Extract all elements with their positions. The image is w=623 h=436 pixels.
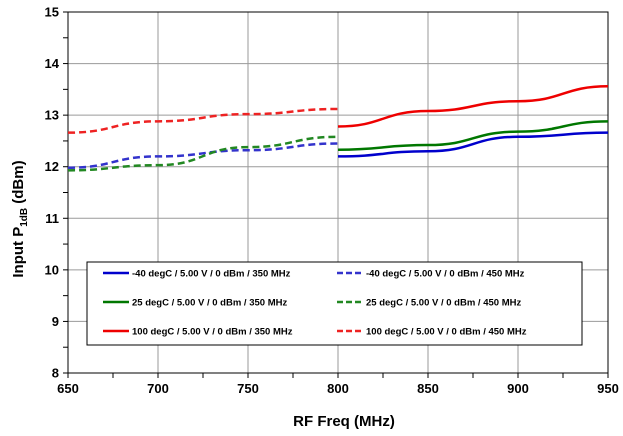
y-axis-label-tail: (dBm) xyxy=(10,160,27,208)
legend-label-2: -40 degC / 5.00 V / 0 dBm / 450 MHz xyxy=(366,269,525,280)
y-tick-label: 15 xyxy=(45,5,59,20)
y-tick-label: 12 xyxy=(45,159,59,174)
y-axis-label-main: Input P xyxy=(10,227,27,278)
legend: -40 degC / 5.00 V / 0 dBm / 350 MHz -40 d… xyxy=(86,261,583,346)
legend-box xyxy=(86,261,583,346)
x-tick-label: 950 xyxy=(597,381,619,396)
y-tick-label: 8 xyxy=(52,366,59,381)
x-axis-label: RF Freq (MHz) xyxy=(293,413,395,430)
series-line-5 xyxy=(337,85,609,128)
y-axis-label-subscript: 1dB xyxy=(19,208,30,227)
series-line-1 xyxy=(337,131,609,158)
x-tick-label: 700 xyxy=(147,381,169,396)
y-axis-label: Input P1dB (dBm) xyxy=(10,160,30,277)
series-line-6 xyxy=(67,107,339,134)
legend-label-5: 100 degC / 5.00 V / 0 dBm / 350 MHz xyxy=(132,327,293,338)
minor-ticks xyxy=(63,11,609,378)
x-tick-label: 850 xyxy=(417,381,439,396)
series-line-4 xyxy=(67,135,339,172)
legend-label-3: 25 degC / 5.00 V / 0 dBm / 350 MHz xyxy=(132,298,287,309)
y-tick-label: 10 xyxy=(45,262,59,277)
x-tick-label: 900 xyxy=(507,381,529,396)
series-lines xyxy=(67,85,609,172)
x-tick-label: 800 xyxy=(327,381,349,396)
x-tick-label: 750 xyxy=(237,381,259,396)
y-tick-label: 9 xyxy=(52,314,59,329)
y-tick-label: 13 xyxy=(45,108,59,123)
y-tick-labels: 8 9 10 11 12 13 14 15 xyxy=(45,5,60,381)
x-tick-labels: 650 700 750 800 850 900 950 xyxy=(57,381,619,396)
series-line-3 xyxy=(337,120,609,151)
series-line-2 xyxy=(67,142,339,169)
legend-label-4: 25 degC / 5.00 V / 0 dBm / 450 MHz xyxy=(366,298,521,309)
y-tick-label: 11 xyxy=(45,211,59,226)
x-tick-label: 650 xyxy=(57,381,79,396)
legend-label-1: -40 degC / 5.00 V / 0 dBm / 350 MHz xyxy=(132,269,291,280)
y-tick-label: 14 xyxy=(45,56,60,71)
legend-label-6: 100 degC / 5.00 V / 0 dBm / 450 MHz xyxy=(366,327,527,338)
